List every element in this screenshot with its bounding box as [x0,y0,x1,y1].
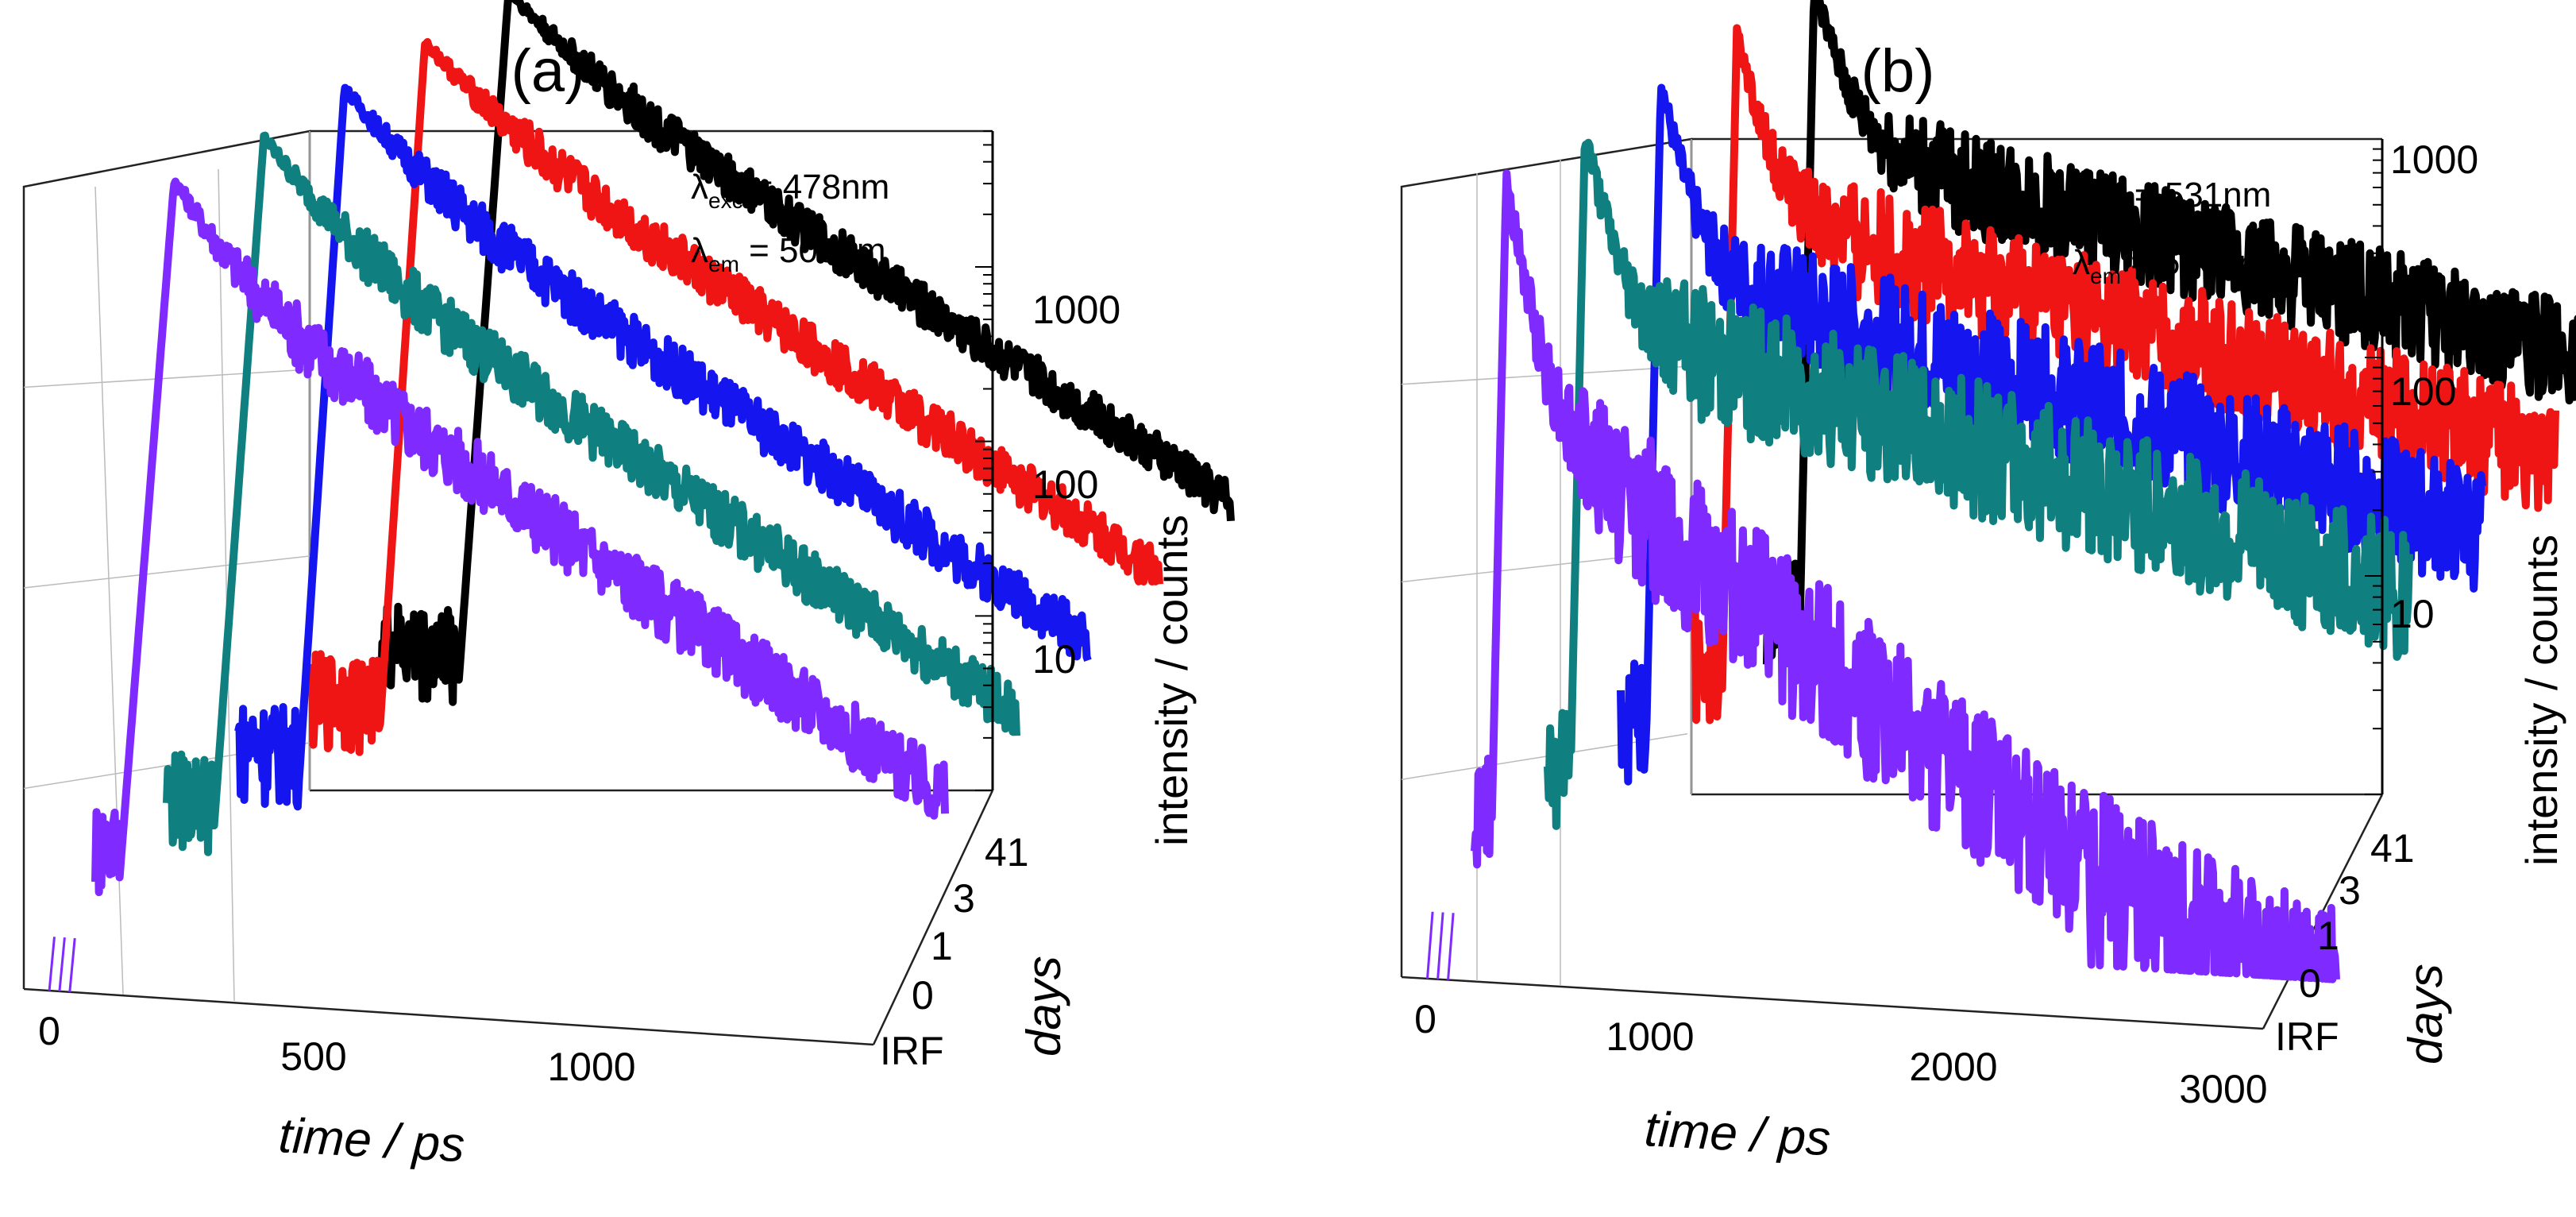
panel-b-z-label: days [2399,964,2452,1064]
series-irf-line [1426,911,1455,980]
panel-a-y-minor-ticks [975,130,993,791]
panel-b-x-tick-2000: 2000 [1909,1045,1997,1089]
panel-a-series [48,0,1235,992]
panel-b-x-tick-1000: 1000 [1606,1014,1694,1059]
series-irf-line [48,937,76,992]
panel-b-z-tick-1: 1 [2317,914,2339,958]
grid-line [218,168,235,1002]
panel-b-z-axis: IRF 0 1 3 41 days [2275,826,2452,1064]
series-3-line [234,83,1092,811]
series-0-line [1471,169,2340,983]
panel-b-y-label: intensity / counts [2516,535,2566,866]
grid-line [23,369,310,388]
panel-a-z-label: days [1017,956,1070,1057]
panel-a-z-tick-3: 3 [953,876,975,921]
series-41-line [1763,0,2576,668]
panel-a-y-tick-1000: 1000 [1032,288,1120,332]
series-41-line [377,0,1235,706]
panel-a-x-label: time / ps [277,1108,466,1173]
panel-b-y-minor-ticks [2365,148,2382,795]
panel-a-lambda-exc: λexc = 478nm [691,168,889,213]
panel-a-z-tick-1: 1 [931,924,953,968]
panel-a-z-tick-0: 0 [912,973,934,1018]
panel-a-z-tick-41: 41 [985,830,1029,875]
panel-a-annotation: λexc = 478nm λem = 505nm [691,168,889,276]
panel-a-x-tick-1000: 1000 [547,1045,635,1089]
panel-b-y-axis: 10 100 1000 intensity / counts [2365,137,2566,866]
panel-b-title: (b) [1861,37,1935,105]
panel-a-x-tick-0: 0 [38,1009,60,1053]
panel-a-y-tick-100: 100 [1032,462,1098,507]
grid-line [23,555,310,589]
panel-b: (b) λexc = 531nm λem = 600nm 10 100 1000… [1400,0,2576,1166]
series-41-line [1690,24,2559,724]
series-1-line [1544,138,2413,830]
panel-b-z-tick-irf: IRF [2275,1014,2339,1059]
series-0-line [91,177,949,897]
panel-b-series [1426,0,2576,983]
panel-b-lambda-em: λem = 600nm [2073,243,2268,288]
panel-a: (a) λexc = 478nm λem = 505nm 10 100 1000… [22,0,1235,1173]
panel-a-z-tick-irf: IRF [880,1029,944,1073]
panel-b-lambda-exc: λexc = 531nm [2073,176,2271,221]
panel-b-y-tick-100: 100 [2390,369,2456,414]
panel-a-y-tick-10: 10 [1032,637,1077,682]
panel-a-y-axis: 10 100 1000 intensity / counts [975,130,1197,846]
panel-b-x-axis: 0 1000 2000 3000 time / ps [1414,997,2268,1166]
panel-a-x-axis: 0 500 1000 time / ps [38,1009,636,1173]
panel-a-z-axis: IRF 0 1 3 41 days [880,830,1070,1073]
panel-b-z-tick-41: 41 [2370,826,2415,871]
series-41-line [306,37,1163,756]
panel-b-z-tick-0: 0 [2299,961,2321,1006]
panel-b-z-tick-3: 3 [2339,868,2361,913]
panel-a-lambda-em: λem = 505nm [691,231,886,276]
panel-a-x-tick-500: 500 [280,1034,346,1079]
panel-b-y-tick-1000: 1000 [2390,137,2478,182]
series-1-line [163,131,1020,856]
panel-b-y-tick-10: 10 [2390,592,2435,636]
panel-b-x-tick-0: 0 [1414,997,1436,1041]
panel-b-annotation: λexc = 531nm λem = 600nm [2073,176,2271,288]
panel-b-x-label: time / ps [1643,1102,1832,1166]
panel-a-y-label: intensity / counts [1147,515,1197,846]
panel-b-x-tick-3000: 3000 [2179,1067,2267,1111]
